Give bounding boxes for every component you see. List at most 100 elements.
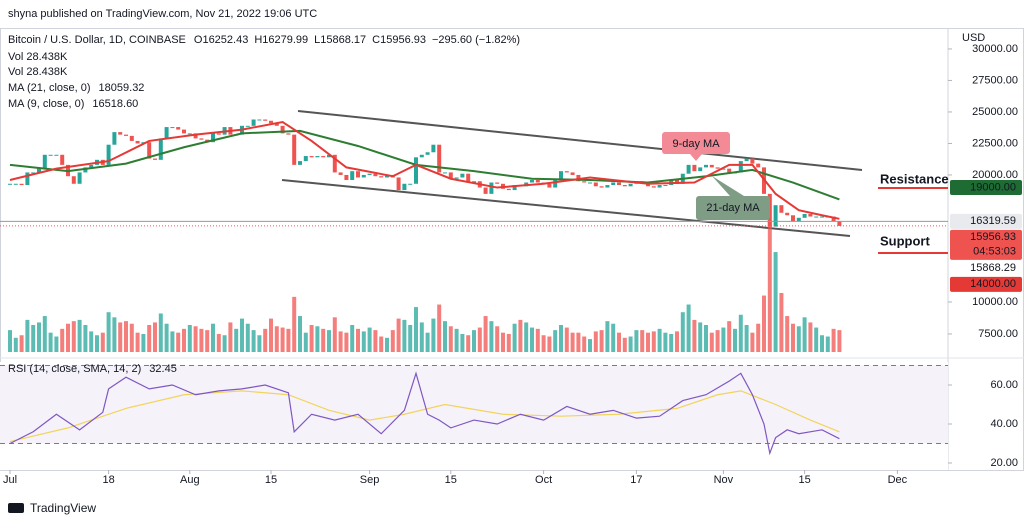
volume-bar — [309, 324, 314, 352]
annotation: 21-day MA — [706, 202, 760, 214]
candle — [158, 138, 163, 160]
brand-logo — [8, 503, 24, 513]
volume-bar — [518, 319, 523, 352]
volume-bar — [483, 316, 488, 352]
volume-bar — [298, 316, 302, 352]
price-tag — [950, 213, 1022, 229]
y-tick-label: 20000.00 — [972, 169, 1018, 181]
volume-bar — [443, 321, 447, 352]
volume-bar — [135, 332, 140, 352]
volume-bar — [431, 318, 436, 352]
y-tick-label: 10000.00 — [972, 296, 1018, 308]
volume-bar — [762, 295, 766, 352]
volume-bar — [489, 321, 494, 352]
candle — [704, 164, 708, 168]
candle — [802, 214, 807, 218]
candle — [553, 179, 558, 188]
candle — [628, 183, 633, 187]
candle — [187, 133, 192, 135]
candle — [617, 182, 621, 186]
candle — [211, 133, 215, 143]
volume-bar — [31, 324, 36, 352]
volume-bar — [251, 330, 256, 352]
volume-bar — [733, 328, 737, 352]
candle — [77, 172, 82, 184]
volume-bar — [448, 326, 453, 352]
volume-bar — [738, 314, 743, 352]
volume-bar — [663, 332, 668, 352]
candle — [472, 181, 476, 183]
candle — [124, 134, 128, 136]
volume-bar — [622, 337, 627, 352]
candle — [25, 172, 30, 186]
candle — [773, 205, 778, 227]
volume-bar — [605, 321, 610, 352]
candle — [42, 154, 47, 169]
volume-bar — [211, 323, 215, 352]
volume-bar — [124, 321, 128, 352]
candle — [19, 183, 24, 186]
candle — [350, 171, 355, 180]
volume-bar — [164, 323, 169, 352]
candle — [593, 182, 598, 187]
volume-bar — [112, 317, 117, 352]
rsi-legend: RSI (14, close, SMA, 14, 2) — [8, 363, 141, 375]
y-tick-label: 20.00 — [990, 457, 1018, 469]
volume-bar — [779, 293, 784, 352]
volume-bar — [390, 330, 395, 352]
rsi-pane — [0, 362, 948, 470]
candle — [709, 164, 714, 168]
candle — [535, 179, 540, 183]
volume-bar — [158, 313, 163, 352]
volume-bar — [704, 324, 708, 352]
volume-bar — [657, 328, 662, 352]
candle — [756, 163, 761, 168]
candle — [31, 172, 36, 174]
candle — [425, 152, 430, 155]
volume-bar — [327, 330, 331, 352]
volume-bar — [675, 331, 679, 352]
candle — [170, 127, 175, 129]
volume-bar — [425, 332, 430, 352]
price-tag — [950, 260, 1022, 276]
volume-bar — [506, 333, 511, 352]
candle — [837, 221, 842, 226]
ohlc-value: O16252.43 — [194, 34, 248, 46]
volume-bar — [199, 328, 204, 352]
candle — [182, 129, 186, 134]
annotation: Support — [880, 233, 930, 248]
candle — [414, 157, 418, 184]
volume-bar — [245, 323, 250, 352]
y-tick-label: 40.00 — [990, 418, 1018, 430]
volume-bar — [60, 328, 65, 352]
candle — [135, 140, 140, 144]
x-tick-label: Dec — [888, 474, 908, 486]
annotation: Resistance — [880, 171, 949, 186]
volume-bar — [582, 336, 587, 352]
candle — [692, 164, 697, 172]
volume-bar — [501, 332, 505, 352]
volume-bar — [419, 322, 424, 352]
candle — [750, 158, 755, 164]
candle — [13, 183, 18, 185]
y-tick-label: 27500.00 — [972, 74, 1018, 86]
volume-bar — [350, 324, 355, 352]
candle — [118, 132, 123, 135]
candle — [721, 168, 726, 170]
annotation-pointer — [712, 176, 744, 196]
volume-bar — [651, 331, 656, 352]
footer: TradingView — [8, 501, 96, 515]
annotation: 9-day MA — [672, 138, 720, 150]
y-tick-label: 25000.00 — [972, 106, 1018, 118]
y-tick-label: 7500.00 — [978, 328, 1018, 340]
volume-bar — [785, 316, 790, 352]
ma-legend: MA (21, close, 0) — [8, 82, 91, 94]
candle — [715, 167, 720, 169]
candle — [831, 216, 836, 222]
candle — [176, 127, 181, 130]
volume-bar — [153, 322, 157, 352]
candle — [646, 183, 650, 187]
candle — [559, 171, 563, 180]
candle — [611, 182, 616, 186]
